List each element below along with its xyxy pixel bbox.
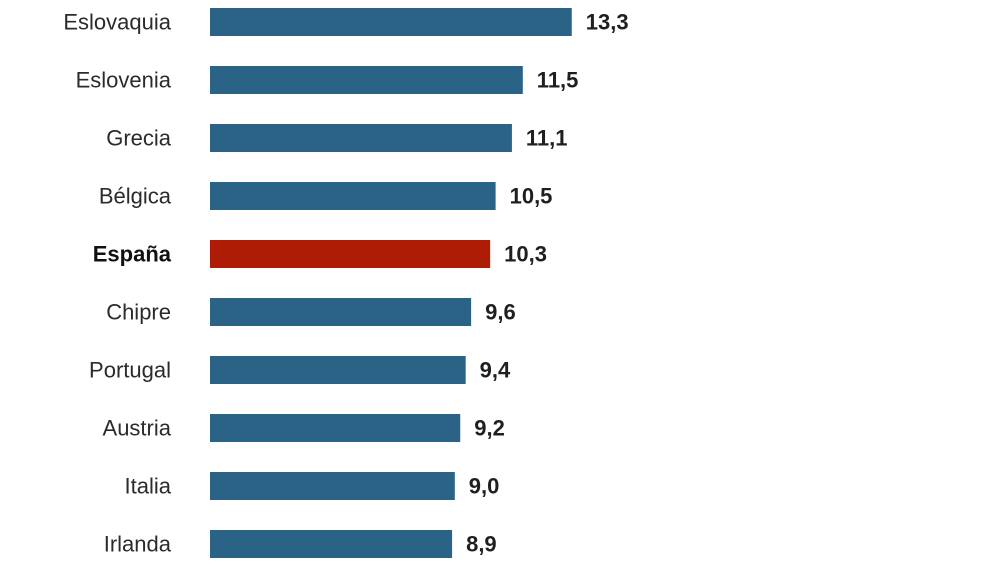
category-label-grecia: Grecia [106,126,172,151]
bar-espana [210,240,491,268]
bar-eslovenia [210,66,523,94]
category-label-austria: Austria [103,416,172,441]
bars-layer [210,8,572,558]
value-label-grecia: 11,1 [526,126,568,151]
category-label-eslovenia: Eslovenia [76,68,172,93]
value-label-belgica: 10,5 [510,184,553,209]
bar-irlanda [210,530,453,558]
category-label-chipre: Chipre [106,300,171,325]
category-label-portugal: Portugal [89,358,171,383]
bar-grecia [210,124,512,152]
value-label-eslovenia: 11,5 [537,68,579,93]
bar-belgica [210,182,496,210]
value-label-chipre: 9,6 [485,300,516,325]
category-label-irlanda: Irlanda [104,532,172,557]
value-label-italia: 9,0 [469,474,500,499]
value-label-irlanda: 8,9 [466,532,497,557]
value-label-eslovaquia: 13,3 [586,10,629,35]
value-label-espana: 10,3 [504,242,547,267]
category-labels: Eslovaquia Eslovenia Grecia Bélgica España Ch… [63,10,171,557]
bar-italia [210,472,455,500]
bar-austria [210,414,461,442]
category-label-eslovaquia: Eslovaquia [63,10,171,35]
value-label-portugal: 9,4 [480,358,511,383]
category-label-espana: España [93,242,172,267]
bar-portugal [210,356,466,384]
value-labels: 13,3 11,5 11,1 10,5 10,3 9,6 9,4 9,2 9,0 8,9 [466,10,629,557]
category-label-italia: Italia [125,474,172,499]
value-label-austria: 9,2 [474,416,505,441]
category-label-belgica: Bélgica [99,184,172,209]
bar-eslovaquia [210,8,572,36]
bar-chipre [210,298,472,326]
